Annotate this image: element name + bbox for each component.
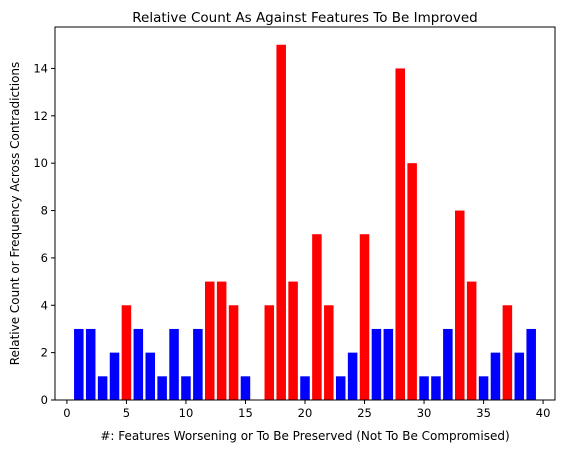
y-tick-label: 12 <box>33 109 48 123</box>
bar-5 <box>121 305 132 400</box>
bar-18 <box>276 44 286 400</box>
x-axis-label: #: Features Worsening or To Be Preserved… <box>100 429 509 443</box>
bar-33 <box>455 210 465 400</box>
bar-15 <box>240 376 251 400</box>
bar-4 <box>109 352 120 400</box>
y-tick-label: 6 <box>41 251 48 265</box>
bar-30 <box>419 376 429 400</box>
bar-10 <box>181 376 191 400</box>
bar-31 <box>431 376 441 400</box>
x-tick-label: 20 <box>298 406 313 420</box>
bar-22 <box>324 305 334 400</box>
x-tick-label: 35 <box>476 406 491 420</box>
bar-38 <box>514 352 525 400</box>
y-tick-label: 14 <box>33 61 48 75</box>
bar-7 <box>145 352 155 400</box>
bar-13 <box>216 281 227 400</box>
bar-8 <box>157 376 167 400</box>
x-tick-label: 15 <box>238 406 253 420</box>
x-tick-label: 30 <box>417 406 432 420</box>
bar-27 <box>383 328 394 400</box>
bar-14 <box>228 305 239 400</box>
bar-34 <box>466 281 477 400</box>
y-tick-label: 0 <box>41 393 48 407</box>
bar-26 <box>371 328 382 400</box>
bar-2 <box>85 328 96 400</box>
x-tick-label: 25 <box>357 406 372 420</box>
bar-20 <box>300 376 310 400</box>
bar-12 <box>205 281 215 400</box>
bars-group <box>74 44 536 400</box>
bar-35 <box>478 376 489 400</box>
y-tick-label: 4 <box>41 298 48 312</box>
bar-32 <box>443 328 453 400</box>
bar-23 <box>335 376 346 400</box>
bar-24 <box>347 352 358 400</box>
bar-11 <box>193 328 203 400</box>
bar-36 <box>490 352 501 400</box>
y-tick-label: 2 <box>41 346 48 360</box>
bar-29 <box>407 163 417 400</box>
y-tick-label: 10 <box>33 156 48 170</box>
bar-19 <box>288 281 298 400</box>
bar-37 <box>502 305 513 400</box>
bar-3 <box>97 376 108 400</box>
chart-title: Relative Count As Against Features To Be… <box>132 10 477 26</box>
y-tick-label: 8 <box>41 204 48 218</box>
bar-1 <box>74 328 84 400</box>
bar-6 <box>133 328 144 400</box>
x-tick-label: 10 <box>179 406 194 420</box>
bar-28 <box>395 68 405 400</box>
bar-9 <box>169 328 179 400</box>
bar-39 <box>526 328 536 400</box>
bar-25 <box>359 234 370 400</box>
bar-21 <box>312 234 322 400</box>
y-axis-label: Relative Count or Frequency Across Contr… <box>8 62 22 366</box>
y-axis-ticks: 0 2 4 6 8 10 12 14 <box>33 61 55 407</box>
bar-17 <box>264 305 275 400</box>
x-axis-ticks: 0 5 10 15 20 25 30 35 40 <box>63 400 550 420</box>
x-tick-label: 5 <box>123 406 130 420</box>
x-tick-label: 0 <box>63 406 70 420</box>
x-tick-label: 40 <box>536 406 551 420</box>
